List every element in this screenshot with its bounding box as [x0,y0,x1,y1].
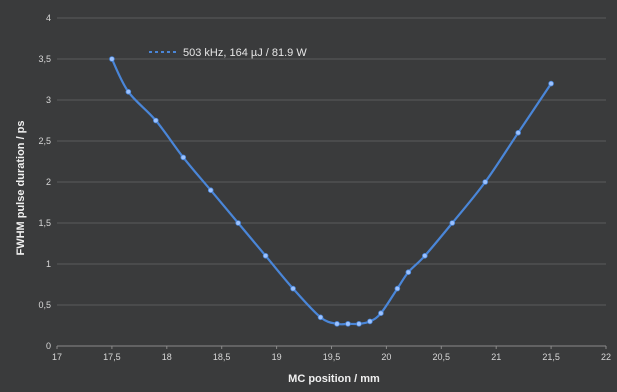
data-point [422,253,428,259]
y-axis-title: FWHM pulse duration / ps [15,120,27,255]
y-tick-label: 4 [46,13,51,23]
legend: 503 kHz, 164 µJ / 81.9 W [149,47,307,59]
axes: 0 0,5 1 1,5 2 2,5 3 3,5 4 17 17,5 18 18,5 19 19,5 20 20,… [38,13,611,362]
data-point [394,285,401,292]
x-tick-label: 22 [601,352,611,362]
data-point [345,321,351,327]
y-tick-label: 0 [46,341,51,351]
data-point [515,130,521,136]
data-point [235,220,241,226]
data-point [180,154,187,161]
data-point [109,56,115,62]
x-tick-label: 19 [272,352,282,362]
y-tick-label: 2,5 [38,136,51,146]
data-point [290,285,296,292]
data-point [356,321,362,327]
x-tick-label: 18 [162,352,172,362]
gridlines [57,17,606,347]
data-point [367,318,373,325]
legend-label: 503 kHz, 164 µJ / 81.9 W [183,47,307,59]
y-tick-label: 3,5 [38,54,51,64]
data-point [378,310,384,317]
data-point [262,253,269,259]
x-tick-label: 18,5 [213,352,231,362]
data-point [405,269,412,276]
data-point [334,321,340,327]
y-tick-label: 2 [46,177,51,187]
data-point [482,179,489,185]
x-tick-label: 20,5 [433,352,451,362]
data-point [125,89,132,95]
x-tick-label: 17 [52,352,62,362]
x-tick-label: 21 [491,352,501,362]
x-axis-title: MC position / mm [288,373,380,385]
x-tick-label: 19,5 [323,352,341,362]
y-tick-label: 0,5 [38,300,51,310]
data-point [317,314,324,321]
series-layer [109,56,554,327]
y-tick-label: 3 [46,95,51,105]
data-point [153,117,159,124]
x-tick-label: 17,5 [103,352,121,362]
x-tick-label: 21,5 [542,352,560,362]
y-tick-label: 1 [46,259,51,269]
x-tick-label: 20 [381,352,391,362]
data-point [207,187,214,194]
y-tick-label: 1,5 [38,218,51,228]
data-point [548,80,554,87]
data-point [449,220,456,226]
